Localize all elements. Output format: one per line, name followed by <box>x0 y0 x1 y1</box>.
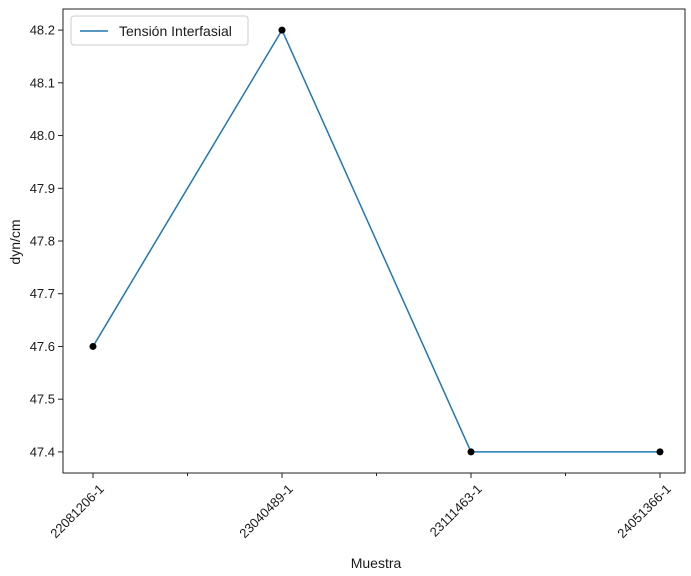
y-axis-label: dyn/cm <box>7 219 23 264</box>
ticks-group: 47.4 47.5 47.6 47.7 47.8 47.9 48.0 48.1 48.2 2208… <box>30 23 674 541</box>
y-tick-label: 48.1 <box>30 75 55 90</box>
y-tick-label: 47.9 <box>30 181 55 196</box>
x-tick-label: 24051366-1 <box>614 481 674 541</box>
x-tick-label: 23040489-1 <box>236 481 296 541</box>
legend-box <box>70 15 249 46</box>
legend-label: Tensión Interfasial <box>119 23 232 39</box>
data-point <box>278 26 286 34</box>
y-tick-label: 47.6 <box>30 339 55 354</box>
y-tick-label: 47.8 <box>30 234 55 249</box>
legend: Tensión Interfasial <box>70 15 249 46</box>
data-point <box>89 342 97 350</box>
series-group <box>89 26 664 456</box>
series-line <box>92 28 660 453</box>
data-point <box>467 448 475 456</box>
x-axis-label: Muestra <box>351 555 402 571</box>
x-tick-label: 22081206-1 <box>47 481 107 541</box>
y-tick-label: 47.5 <box>30 392 55 407</box>
y-tick-label: 48.2 <box>30 23 55 38</box>
x-tick-label: 23111463-1 <box>427 481 485 539</box>
data-point <box>656 448 664 456</box>
y-tick-label: 48.0 <box>30 128 55 143</box>
y-tick-label: 47.7 <box>30 286 55 301</box>
y-tick-label: 47.4 <box>30 444 55 459</box>
